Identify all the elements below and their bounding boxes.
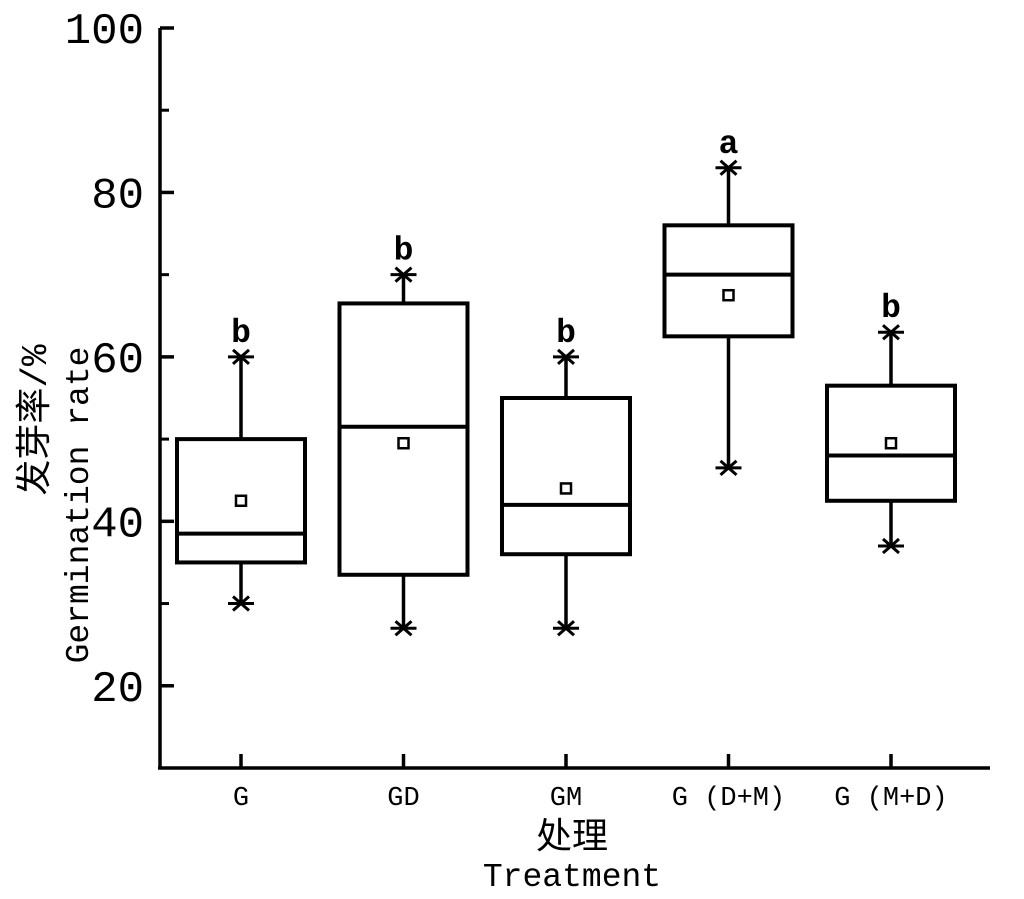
x-tick-label: GD — [387, 784, 419, 814]
x-tick-label: G — [233, 784, 249, 814]
mean-marker — [234, 494, 248, 508]
x-axis-title-cn: 处理 — [536, 817, 608, 859]
whisker-cap-star — [878, 537, 904, 555]
plot-content: 20 40 60 80 100 Gb GD b GM b G (D+M) a G (M+D) b — [65, 7, 957, 814]
y-tick-label: 80 — [91, 171, 144, 221]
whisker-cap-star — [390, 266, 417, 283]
box-GD: GD b — [337, 233, 470, 814]
whisker-cap-star — [715, 159, 742, 176]
y-axis-title-en: Germination rate — [61, 347, 98, 664]
axis-titles: 发芽率/% Germination rate 处理 Treatment — [14, 344, 661, 896]
mean-marker — [884, 436, 898, 450]
whisker-cap-star — [228, 348, 254, 366]
y-tick-label: 20 — [91, 665, 144, 715]
x-axis-title-en: Treatment — [483, 859, 661, 896]
box-GM: GM b — [500, 315, 632, 814]
significance-letter: b — [881, 290, 901, 327]
significance-letter: b — [231, 315, 251, 352]
y-tick-label: 60 — [91, 336, 144, 386]
axes-frame — [158, 28, 990, 770]
x-tick-label: G (M+D) — [834, 784, 947, 814]
significance-letter: b — [394, 233, 414, 270]
whisker-cap-star — [553, 348, 579, 366]
mean-marker — [722, 288, 735, 302]
y-tick-label: 40 — [91, 500, 144, 550]
y-tick-label: 100 — [65, 7, 144, 57]
iqr-box — [500, 396, 632, 557]
box-GD+M: G (D+M) a — [662, 126, 795, 814]
box-GM+D: G (M+D) b — [825, 290, 957, 814]
whisker-cap-star — [228, 595, 254, 612]
iqr-box — [662, 223, 795, 339]
significance-letter: a — [719, 126, 739, 163]
x-tick-label: G (D+M) — [672, 784, 785, 814]
mean-marker — [397, 436, 410, 450]
significance-letter: b — [556, 315, 576, 352]
whisker-cap-star — [715, 459, 742, 477]
whisker-cap-star — [553, 620, 579, 637]
x-tick-label: GM — [550, 784, 582, 814]
whisker-cap-star — [878, 324, 904, 341]
box-G: Gb — [175, 315, 307, 814]
whisker-cap-star — [390, 620, 417, 637]
mean-marker — [559, 482, 573, 495]
y-axis-title-cn: 发芽率/% — [14, 344, 57, 496]
